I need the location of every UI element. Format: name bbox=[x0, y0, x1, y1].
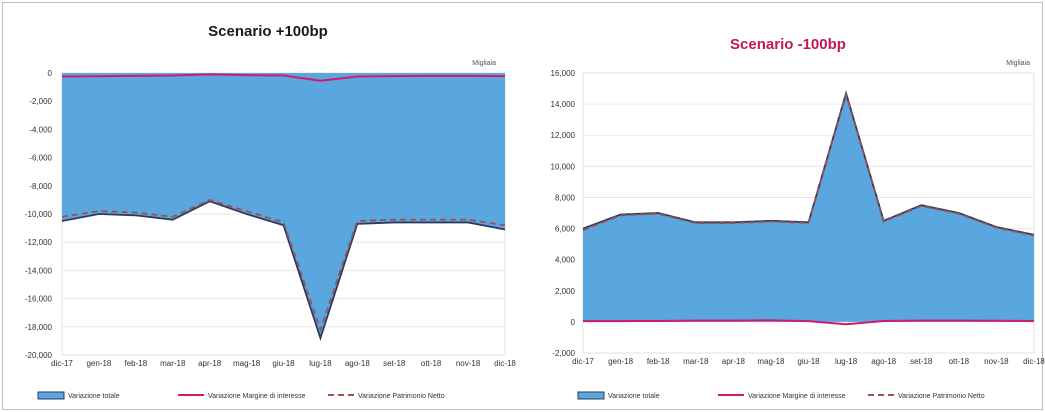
y-tick-label: -16,000 bbox=[25, 295, 53, 304]
unit-label: Migliaia bbox=[472, 60, 496, 67]
x-tick-label: ott-18 bbox=[421, 359, 442, 368]
x-tick-label: lug-18 bbox=[309, 359, 332, 368]
series-line-patrimonio-netto bbox=[582, 91, 1035, 237]
chart-scenario-minus-100bp: Scenario -100bp Migliaia 16,000 14,000 12,… bbox=[551, 36, 1045, 400]
x-tick-label: set-18 bbox=[383, 359, 406, 368]
legend-label: Variazione Patrimonio Netto bbox=[358, 393, 445, 400]
y-tick-label: -12,000 bbox=[25, 238, 53, 247]
legend-label: Variazione Margine di interesse bbox=[208, 393, 306, 400]
x-tick-label: gen-18 bbox=[608, 357, 633, 366]
x-tick-label: giu-18 bbox=[797, 357, 820, 366]
x-tick-label: dic-17 bbox=[572, 357, 594, 366]
y-tick-label: -4,000 bbox=[29, 125, 52, 134]
y-tick-label: 10,000 bbox=[551, 162, 576, 171]
x-tick-label: set-18 bbox=[910, 357, 933, 366]
x-tick-label: dic-18 bbox=[1023, 357, 1045, 366]
chart-title: Scenario -100bp bbox=[730, 36, 846, 53]
x-tick-label: mag-18 bbox=[757, 357, 785, 366]
series-line-patrimonio-netto bbox=[61, 198, 506, 333]
series-area-edge bbox=[61, 200, 506, 341]
x-tick-label: dic-17 bbox=[51, 359, 73, 368]
x-tick-label: dic-18 bbox=[494, 359, 516, 368]
legend-label: Variazione Margine di interesse bbox=[748, 393, 846, 400]
x-tick-label: feb-18 bbox=[647, 357, 670, 366]
x-tick-label: feb-18 bbox=[124, 359, 147, 368]
unit-label: Migliaia bbox=[1006, 60, 1030, 67]
x-tick-label: mar-18 bbox=[683, 357, 709, 366]
series-area-variazione-totale bbox=[583, 93, 1034, 322]
y-tick-label: 12,000 bbox=[551, 131, 576, 140]
x-tick-label: apr-18 bbox=[198, 359, 222, 368]
chart-title: Scenario +100bp bbox=[208, 23, 328, 40]
legend-label: Variazione Patrimonio Netto bbox=[898, 393, 985, 400]
y-tick-label: -20,000 bbox=[25, 351, 53, 360]
y-tick-label: 2,000 bbox=[555, 287, 576, 296]
x-tick-label: nov-18 bbox=[984, 357, 1009, 366]
y-tick-label: -2,000 bbox=[552, 349, 575, 358]
y-tick-label: -10,000 bbox=[25, 210, 53, 219]
y-tick-label: 14,000 bbox=[551, 100, 576, 109]
y-tick-label: -14,000 bbox=[25, 266, 53, 275]
y-tick-label: 16,000 bbox=[551, 69, 576, 78]
y-tick-label: 0 bbox=[48, 69, 53, 78]
legend-label: Variazione totale bbox=[68, 393, 120, 400]
legend-swatch-area bbox=[37, 391, 65, 400]
legend-label: Variazione totale bbox=[608, 393, 660, 400]
y-tick-label: -18,000 bbox=[25, 323, 53, 332]
y-tick-label: -2,000 bbox=[29, 97, 52, 106]
y-tick-label: 4,000 bbox=[555, 256, 576, 265]
x-tick-label: mar-18 bbox=[160, 359, 186, 368]
series-line-margine-interesse bbox=[583, 319, 1035, 326]
series-area-variazione-totale bbox=[62, 73, 505, 339]
x-tick-label: ago-18 bbox=[345, 359, 370, 368]
x-tick-label: gen-18 bbox=[86, 359, 111, 368]
x-tick-label: mag-18 bbox=[233, 359, 261, 368]
y-tick-label: 0 bbox=[571, 318, 576, 327]
x-tick-label: giu-18 bbox=[272, 359, 295, 368]
x-tick-label: ago-18 bbox=[871, 357, 896, 366]
legend-swatch-area bbox=[577, 391, 605, 400]
x-tick-label: apr-18 bbox=[722, 357, 746, 366]
y-tick-label: 8,000 bbox=[555, 193, 576, 202]
y-tick-label: -6,000 bbox=[29, 154, 52, 163]
x-tick-label: nov-18 bbox=[456, 359, 481, 368]
x-tick-label: lug-18 bbox=[835, 357, 858, 366]
chart-scenario-plus-100bp: Scenario +100bp Migliaia 0 -2,000 -4,000 -6… bbox=[25, 23, 517, 400]
x-tick-label: ott-18 bbox=[949, 357, 970, 366]
y-tick-label: -8,000 bbox=[29, 182, 52, 191]
y-tick-label: 6,000 bbox=[555, 225, 576, 234]
series-line-margine-interesse bbox=[61, 73, 506, 82]
